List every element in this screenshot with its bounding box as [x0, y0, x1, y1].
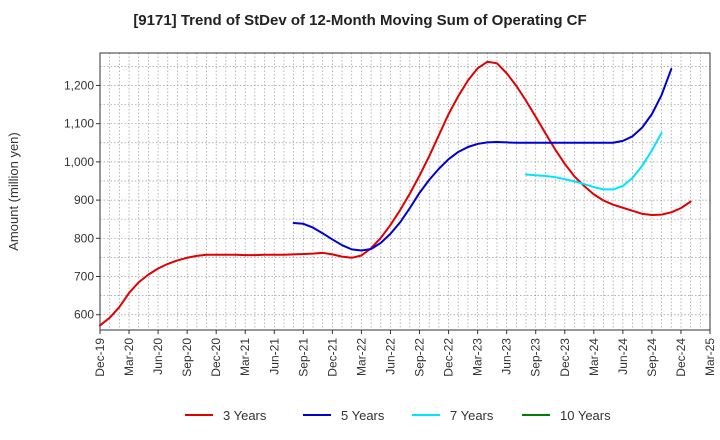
x-tick-label: Dec-24	[674, 338, 688, 377]
y-axis-label: Amount (million yen)	[6, 132, 21, 251]
x-tick-label: Jun-23	[500, 338, 514, 375]
x-tick-label: Sep-23	[529, 338, 543, 377]
x-tick-label: Sep-24	[645, 338, 659, 377]
chart-title: [9171] Trend of StDev of 12-Month Moving…	[133, 12, 587, 29]
series-line-1	[99, 60, 692, 327]
x-tick-label: Jun-22	[383, 338, 397, 375]
x-tick-label: Jun-20	[151, 338, 165, 375]
x-tick-label: Mar-22	[354, 338, 368, 376]
plot-area	[100, 53, 710, 330]
x-tick-label: Dec-19	[93, 338, 107, 377]
y-tick-label: 1,000	[64, 155, 94, 169]
x-tick-label: Dec-23	[558, 338, 572, 377]
x-tick-label: Jun-21	[267, 338, 281, 375]
series-line-2	[292, 68, 673, 252]
x-tick-label: Mar-25	[703, 338, 717, 376]
x-tick-label: Dec-22	[442, 338, 456, 377]
y-tick-label: 900	[74, 193, 94, 207]
x-tick-label: Mar-23	[471, 338, 485, 376]
series-line-3	[525, 131, 663, 191]
y-tick-label: 600	[74, 308, 94, 322]
x-tick-label: Dec-21	[325, 338, 339, 377]
x-tick-label: Sep-20	[180, 338, 194, 377]
y-tick-label: 1,200	[64, 78, 94, 92]
x-tick-label: Jun-24	[616, 338, 630, 375]
legend-label: 7 Years	[450, 408, 494, 423]
legend-label: 10 Years	[560, 408, 611, 423]
legend-label: 5 Years	[341, 408, 385, 423]
x-tick-label: Sep-21	[296, 338, 310, 377]
y-tick-label: 800	[74, 231, 94, 245]
x-tick-label: Sep-22	[413, 338, 427, 377]
y-tick-label: 700	[74, 270, 94, 284]
legend-label: 3 Years	[223, 408, 267, 423]
x-tick-label: Mar-24	[587, 338, 601, 376]
x-tick-label: Mar-21	[238, 338, 252, 376]
plot-frame	[99, 52, 711, 331]
y-tick-label: 1,100	[64, 117, 94, 131]
x-tick-label: Mar-20	[122, 338, 136, 376]
x-tick-label: Dec-20	[209, 338, 223, 377]
